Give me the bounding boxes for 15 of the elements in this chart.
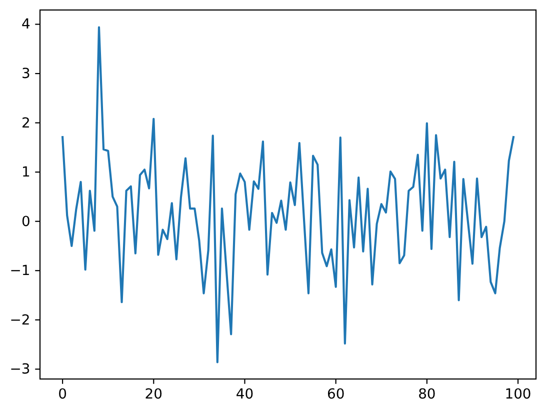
- y-tick-label: −1: [10, 263, 30, 280]
- x-tick-label: 20: [144, 386, 162, 403]
- line-series: [62, 26, 514, 364]
- x-tick-label: 80: [418, 386, 436, 403]
- y-tick-label: −3: [10, 362, 30, 378]
- x-tick-label: 0: [58, 386, 67, 403]
- y-tick-label: −2: [10, 312, 30, 328]
- y-tick-label: 4: [21, 16, 30, 33]
- y-tick-label: 2: [21, 115, 30, 132]
- x-tick-label: 100: [504, 386, 532, 403]
- x-tick-label: 60: [326, 386, 345, 403]
- y-tick-label: 1: [21, 164, 30, 181]
- y-tick-label: 0: [21, 214, 30, 230]
- x-tick-label: 40: [236, 386, 254, 403]
- y-tick-label: 3: [21, 66, 30, 82]
